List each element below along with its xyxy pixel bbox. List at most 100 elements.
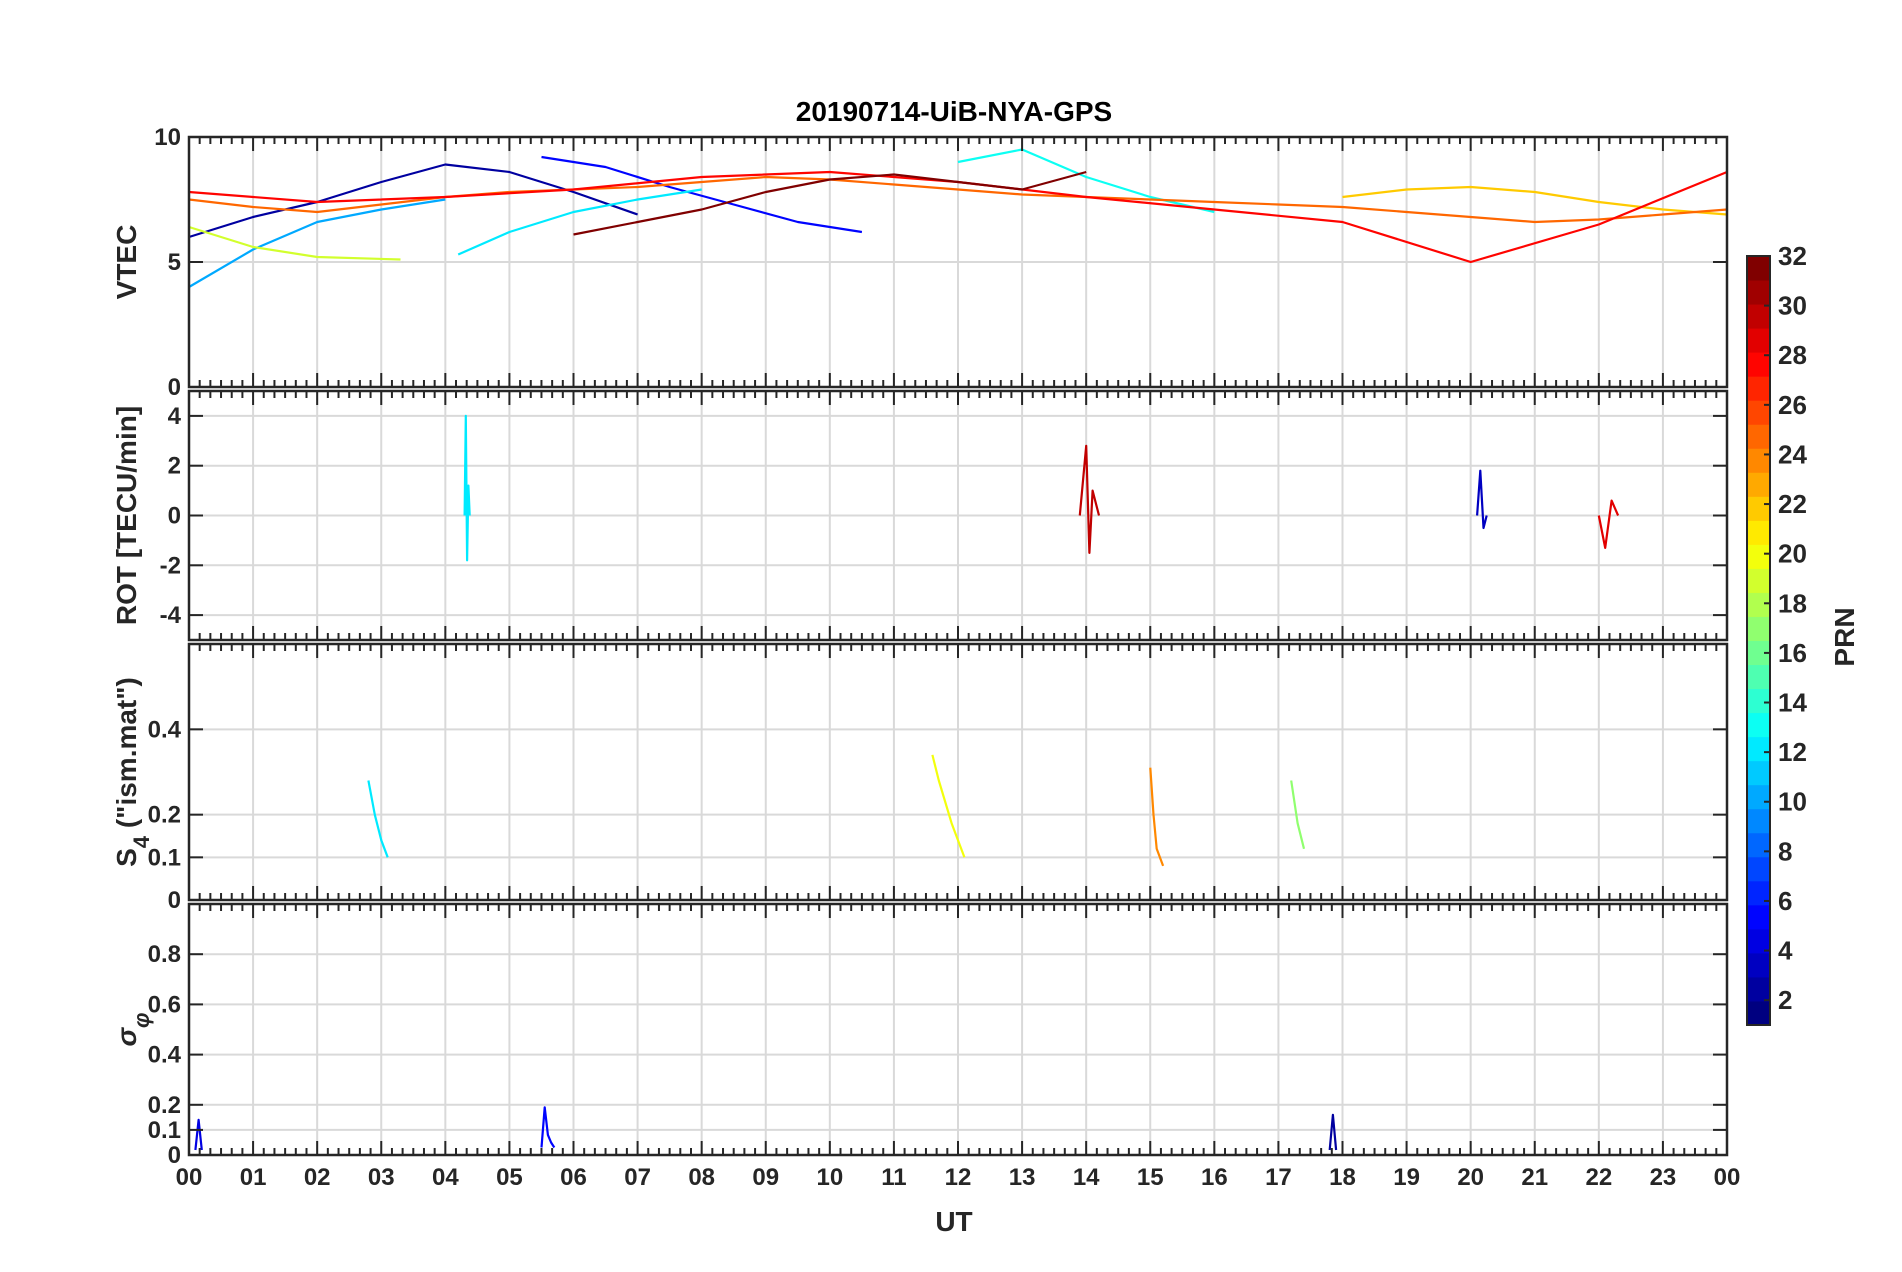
series-line-prn-19 xyxy=(188,225,401,261)
y-tick-label: 5 xyxy=(168,249,181,276)
y-tick-label: 0.6 xyxy=(148,991,181,1018)
y-tick-label: 0.1 xyxy=(148,844,181,871)
series-line-prn-5 xyxy=(540,1106,556,1149)
x-tick-label: 02 xyxy=(304,1164,331,1191)
panel-S4: 0 0.1 0.2 0.4S4 ("ism.mat") xyxy=(111,642,1729,914)
x-tick-label: 00 xyxy=(176,1164,203,1191)
colorbar-tick-label: 14 xyxy=(1778,688,1807,718)
colorbar-segment xyxy=(1747,472,1770,497)
x-tick-label: 06 xyxy=(560,1164,587,1191)
x-tick-label: 23 xyxy=(1650,1164,1677,1191)
colorbar-segment xyxy=(1747,400,1770,425)
x-tick-label: 17 xyxy=(1265,1164,1292,1191)
series-line-prn-30 xyxy=(1078,444,1101,555)
x-tick-label: 15 xyxy=(1137,1164,1164,1191)
series-line-prn-5 xyxy=(541,155,863,234)
colorbar-segment xyxy=(1747,328,1770,353)
series-line-prn-4 xyxy=(194,1118,203,1151)
y-tick-label: 10 xyxy=(154,124,181,151)
x-tick-label: 03 xyxy=(368,1164,395,1191)
y-axis-label: σφ xyxy=(111,1012,154,1046)
colorbar-tick-label: 2 xyxy=(1778,985,1792,1015)
y-tick-label: 0.4 xyxy=(148,1042,182,1069)
panel-sigma_phi: 00.10.2 0.4 0.6 0.8 σφ xyxy=(111,902,1729,1169)
x-tick-label: 22 xyxy=(1585,1164,1612,1191)
colorbar-segment xyxy=(1747,304,1770,329)
x-tick-label: 10 xyxy=(816,1164,843,1191)
chart-title: 20190714-UiB-NYA-GPS xyxy=(796,96,1112,127)
colorbar-segment xyxy=(1747,352,1770,377)
y-tick-label: 0.2 xyxy=(148,1092,181,1119)
colorbar-segment xyxy=(1747,808,1770,834)
axes-frame xyxy=(187,902,1729,1157)
y-tick-label: 0 xyxy=(168,887,181,914)
colorbar-segment xyxy=(1747,904,1770,930)
y-axis-label: VTEC xyxy=(111,225,142,300)
colorbar-segment xyxy=(1747,784,1770,810)
colorbar-tick-label: 12 xyxy=(1778,737,1807,767)
series-line-prn-32 xyxy=(573,170,1087,236)
colorbar-segment xyxy=(1747,952,1770,978)
panel-ROT: -4 -2 0 2 4 ROT [TECU/min] xyxy=(111,389,1729,642)
colorbar-tick-label: 16 xyxy=(1778,638,1807,668)
x-tick-label: 14 xyxy=(1073,1164,1100,1191)
panel-VTEC: 0 5 10 VTEC xyxy=(111,124,1729,401)
colorbar-segment xyxy=(1747,592,1770,617)
x-tick-label: 12 xyxy=(945,1164,972,1191)
colorbar-segment xyxy=(1747,832,1770,858)
colorbar-segment xyxy=(1747,928,1770,954)
colorbar-segment xyxy=(1747,280,1770,305)
y-axis-label: S4 ("ism.mat") xyxy=(111,677,154,867)
colorbar-segment xyxy=(1747,664,1770,690)
y-tick-label: 0 xyxy=(168,503,181,530)
x-tick-label: 05 xyxy=(496,1164,523,1191)
series-line-prn-17 xyxy=(1290,780,1306,850)
series-line-prn-10 xyxy=(188,198,446,288)
y-tick-label: 0.4 xyxy=(148,716,182,743)
series-line-prn-3 xyxy=(1476,469,1488,530)
series-line-prn-29 xyxy=(1597,499,1620,550)
colorbar-tick-label: 26 xyxy=(1778,390,1807,420)
colorbar-segment xyxy=(1747,1000,1770,1026)
colorbar-segment xyxy=(1747,736,1770,762)
x-tick-label: 11 xyxy=(881,1164,906,1191)
axes-frame xyxy=(187,642,1729,902)
colorbar-segment xyxy=(1747,376,1770,401)
x-axis-tick-labels: 00 01 02 03 04 05 06 07 08 09 10 11 12 13 14 15 16 17 18 19… xyxy=(176,1164,1741,1191)
y-tick-label: 0.2 xyxy=(148,802,181,829)
x-tick-label: 07 xyxy=(624,1164,651,1191)
colorbar-segment xyxy=(1747,256,1770,281)
colorbar-segment xyxy=(1747,712,1770,738)
colorbar-segment xyxy=(1747,976,1770,1002)
colorbar-tick-label: 28 xyxy=(1778,340,1807,370)
series-line-prn-2 xyxy=(188,163,638,239)
x-tick-label: 16 xyxy=(1201,1164,1228,1191)
axes-frame xyxy=(187,389,1729,642)
colorbar-tick-label: 8 xyxy=(1778,836,1792,866)
x-tick-label: 00 xyxy=(1714,1164,1741,1191)
colorbar-tick-label: 24 xyxy=(1778,439,1807,469)
axes-frame xyxy=(187,135,1729,389)
colorbar-segment xyxy=(1747,616,1770,641)
colorbar-segment xyxy=(1747,880,1770,906)
colorbar-segment xyxy=(1747,520,1770,545)
colorbar-label: PRN xyxy=(1829,607,1860,666)
colorbar-segment xyxy=(1747,568,1770,593)
colorbar-segment xyxy=(1747,448,1770,473)
x-tick-label: 19 xyxy=(1393,1164,1420,1191)
y-tick-label: 0.1 xyxy=(148,1117,181,1144)
y-tick-label: -4 xyxy=(160,602,182,629)
colorbar-tick-label: 18 xyxy=(1778,588,1807,618)
series-line-prn-13 xyxy=(957,148,1215,214)
x-tick-label: 21 xyxy=(1521,1164,1548,1191)
series-line-prn-20 xyxy=(931,754,966,858)
x-tick-label: 13 xyxy=(1009,1164,1036,1191)
colorbar-tick-label: 30 xyxy=(1778,291,1807,321)
colorbar-tick-label: 32 xyxy=(1778,241,1807,271)
x-tick-label: 01 xyxy=(240,1164,267,1191)
x-tick-label: 18 xyxy=(1329,1164,1356,1191)
y-tick-label: 4 xyxy=(168,403,182,430)
series-line-prn-12 xyxy=(457,188,702,256)
